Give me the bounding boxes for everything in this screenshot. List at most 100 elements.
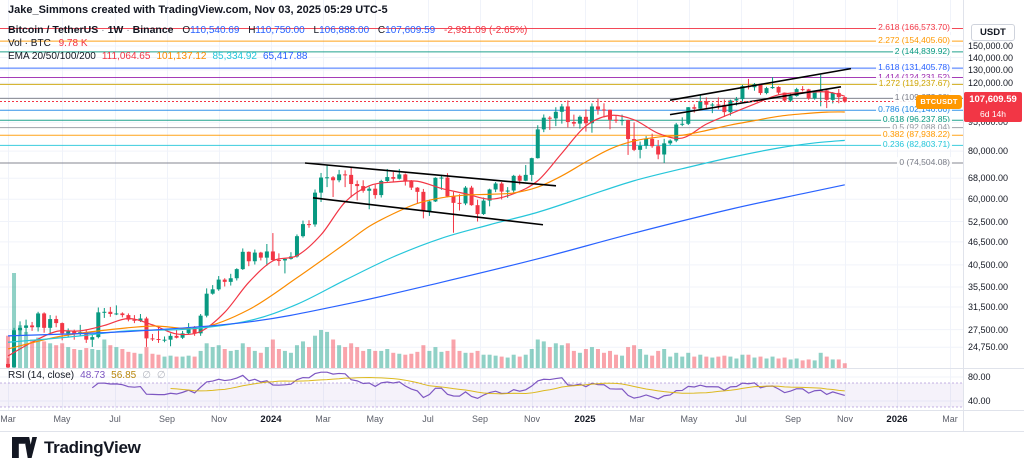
time-tick: Nov bbox=[210, 414, 227, 424]
last-price-value: 107,609.59 bbox=[969, 94, 1017, 105]
time-tick: 2026 bbox=[886, 414, 908, 425]
fib-label: 0.236 (82,803.71) bbox=[880, 139, 952, 150]
legend-separator: · bbox=[126, 25, 130, 36]
ema-200-line bbox=[7, 184, 845, 337]
rsi-ma-value: 56.85 bbox=[111, 370, 137, 381]
open-value: 110,540.69 bbox=[190, 25, 240, 36]
time-tick: Sep bbox=[471, 414, 488, 424]
close-label: C bbox=[377, 25, 386, 36]
time-tick: Nov bbox=[523, 414, 540, 424]
high-label: H bbox=[248, 25, 256, 36]
rsi-legend[interactable]: RSI (14, close) 48.73 56.85 ∅ ∅ bbox=[8, 370, 166, 381]
fib-label: 2.272 (154,405.60) bbox=[876, 35, 952, 46]
ema-value: 85,334.92 bbox=[212, 51, 258, 62]
rsi-tick: 40.00 bbox=[968, 396, 991, 406]
price-tick: 95,000.00 bbox=[968, 117, 1009, 128]
fib-label: 0.5 (92,088.04) bbox=[890, 121, 952, 132]
price-tick: 24,750.00 bbox=[968, 342, 1009, 353]
fib-label: 0.618 (96,237.85) bbox=[880, 114, 952, 125]
bar-countdown: 6d 14h bbox=[980, 109, 1006, 119]
fib-lines-layer bbox=[0, 27, 963, 164]
rsi-tick: 80.00 bbox=[968, 372, 991, 382]
rsi-line bbox=[91, 371, 845, 400]
volume-value: 9.78 K bbox=[58, 38, 88, 49]
price-tick: 40,500.00 bbox=[968, 259, 1009, 270]
open-label: O bbox=[182, 25, 191, 36]
rsi-value: 48.73 bbox=[80, 370, 106, 381]
low-value: 106,888.00 bbox=[319, 25, 370, 36]
fib-label: 0.786 (102,146.06) bbox=[876, 104, 952, 115]
rsi-label: RSI (14, close) bbox=[8, 370, 75, 381]
ema-value: 65,417.88 bbox=[263, 51, 308, 62]
trendline-layer bbox=[304, 67, 852, 226]
low-label: L bbox=[313, 25, 320, 36]
time-axis[interactable]: Mar May Jul Sep Nov 2024 Mar May Jul Sep Nov 2025 Ma… bbox=[0, 410, 963, 431]
rsi-empty-input: ∅ bbox=[156, 370, 166, 381]
attribution-watermark: Jake_Simmons created with TradingView.co… bbox=[8, 4, 388, 16]
time-tick: Mar bbox=[629, 414, 645, 424]
tradingview-logomark bbox=[12, 437, 37, 458]
close-value: 107,609.59 bbox=[385, 25, 436, 36]
time-tick: May bbox=[53, 414, 71, 424]
time-tick: Mar bbox=[315, 414, 331, 424]
legend-separator: · bbox=[101, 25, 105, 36]
rsi-empty-input: ∅ bbox=[142, 370, 151, 381]
volume-layer bbox=[6, 273, 847, 368]
ema-value: 101,137.12 bbox=[156, 51, 207, 62]
time-tick: 2025 bbox=[574, 414, 596, 425]
price-axis[interactable]: USDT 107,609.59 6d 14h 150,000.00 140,000… bbox=[963, 0, 1024, 431]
ema-label: EMA 20/50/100/200 bbox=[8, 51, 96, 62]
rsi-pane-layer bbox=[0, 368, 963, 410]
symbol-title: Bitcoin / TetherUS bbox=[8, 24, 99, 36]
price-tick: 60,000.00 bbox=[968, 194, 1009, 205]
symbol-legend[interactable]: Bitcoin / TetherUS · 1W · Binance O110,540.6… bbox=[8, 24, 527, 36]
ema-legend[interactable]: EMA 20/50/100/200 111,064.65 101,137.12 85,… bbox=[8, 51, 308, 62]
high-value: 110,750.00 bbox=[255, 25, 305, 36]
time-tick: 2024 bbox=[260, 414, 282, 425]
fib-label: 1.414 (124,231.52) bbox=[876, 71, 952, 82]
fib-label: 0.382 (87,938.22) bbox=[880, 129, 952, 140]
currency-toggle-button[interactable]: USDT bbox=[971, 24, 1015, 41]
exchange-label: Binance bbox=[132, 24, 174, 36]
time-tick: Sep bbox=[158, 414, 175, 424]
price-tick: 52,500.00 bbox=[968, 216, 1009, 227]
volume-legend[interactable]: Vol · BTC 9.78 K bbox=[8, 38, 88, 49]
fib-label: 2.618 (166,573.70) bbox=[876, 22, 952, 33]
price-tick: 120,000.00 bbox=[968, 78, 1014, 89]
time-tick: Mar bbox=[942, 414, 958, 424]
ema-values: 111,064.65 101,137.12 85,334.92 65,417.88 bbox=[96, 51, 308, 62]
price-tick: 46,500.00 bbox=[968, 236, 1009, 247]
fib-label: 2 (144,839.92) bbox=[892, 45, 952, 56]
ema-50-line bbox=[7, 111, 845, 350]
interval-label: 1W bbox=[107, 24, 124, 36]
fib-label: 0 (74,504.08) bbox=[897, 157, 952, 167]
ema-100-line bbox=[7, 139, 845, 343]
tradingview-wordmark: TradingView bbox=[44, 437, 141, 457]
last-price-label: 107,609.59 6d 14h bbox=[964, 92, 1022, 122]
separator-layer bbox=[0, 0, 1024, 432]
price-tick: 130,000.00 bbox=[968, 64, 1014, 75]
fib-label: 1.618 (131,405.78) bbox=[876, 62, 952, 73]
ema-layer bbox=[7, 91, 845, 357]
time-tick: Jul bbox=[109, 414, 121, 424]
tradingview-logo[interactable]: TradingView bbox=[12, 437, 141, 458]
price-tick: 31,500.00 bbox=[968, 301, 1009, 312]
volume-label: Vol · BTC bbox=[8, 38, 51, 49]
time-tick: Nov bbox=[836, 414, 853, 424]
time-tick: May bbox=[366, 414, 384, 424]
rsi-ma-line bbox=[170, 377, 845, 395]
time-tick: Jul bbox=[422, 414, 434, 424]
price-tick: 35,500.00 bbox=[968, 281, 1009, 292]
price-tick: 140,000.00 bbox=[968, 52, 1014, 63]
price-tick: 150,000.00 bbox=[968, 41, 1014, 51]
ema-value: 111,064.65 bbox=[101, 51, 151, 62]
symbol-price-pill: BTCUSDT bbox=[916, 95, 962, 109]
fib-label: 1.272 (119,237.67) bbox=[876, 78, 952, 89]
time-tick: Jul bbox=[735, 414, 747, 424]
time-tick: May bbox=[680, 414, 698, 424]
time-tick: Sep bbox=[784, 414, 801, 424]
ema-20-line bbox=[7, 91, 845, 357]
change-value: -2,931.09 (-2.65%) bbox=[444, 25, 528, 36]
